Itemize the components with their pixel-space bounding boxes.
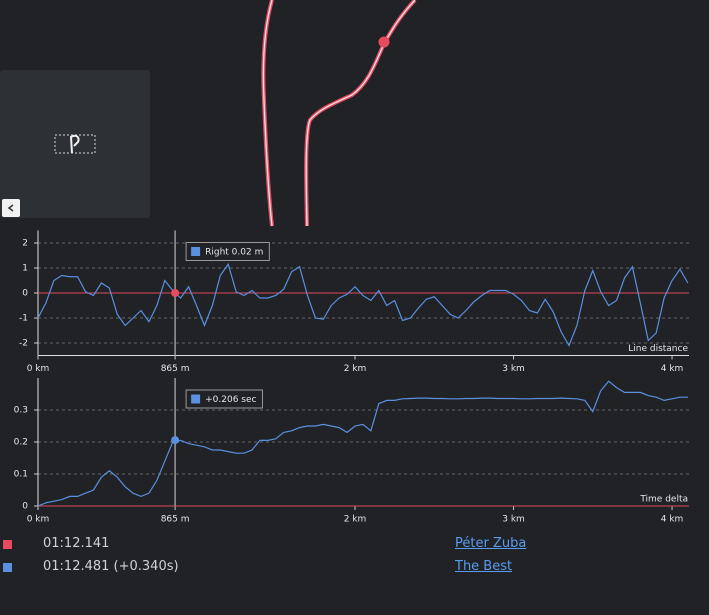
track-line	[304, 0, 417, 227]
x-tick-label: 4 km	[661, 515, 684, 525]
x-tick-label: 3 km	[502, 515, 525, 525]
tooltip-text: +0.206 sec	[205, 395, 256, 405]
minimap-track	[69, 134, 80, 154]
y-tick-label: -1	[19, 314, 28, 324]
chart-label: Line distance	[628, 344, 688, 354]
data-line	[37, 262, 689, 347]
telemetry-view: -2 -1 0 1 2 0 km 865 m 2 km 3 km 4 km Line distanc…	[0, 0, 689, 525]
track-map	[261, 0, 417, 227]
lap-color	[3, 540, 12, 549]
data-line	[37, 380, 688, 507]
track-line	[262, 0, 273, 227]
tooltip-swatch	[191, 394, 201, 404]
chart-label: Time delta	[639, 495, 688, 505]
lap-row: 01:12.481 (+0.340s) The Best	[0, 558, 709, 581]
y-tick-label: -2	[19, 339, 28, 349]
x-tick-label: 0 km	[27, 364, 50, 374]
track-line	[305, 0, 416, 227]
tooltip-swatch	[191, 247, 201, 256]
driver-link[interactable]: Péter Zuba	[455, 536, 527, 551]
tooltip: Right 0.02 m	[185, 242, 270, 261]
cursor-marker	[171, 436, 180, 445]
y-tick-label: 0.1	[14, 470, 28, 480]
collapse-button[interactable]	[2, 199, 20, 217]
cursor-marker	[171, 289, 180, 297]
tooltip: +0.206 sec	[185, 389, 263, 409]
x-tick-label: 2 km	[344, 364, 367, 374]
x-tick-label: 865 m	[161, 364, 190, 374]
chevron-icon	[7, 204, 14, 212]
y-tick-label: 0.3	[14, 406, 28, 416]
y-tick-label: 1	[22, 264, 28, 274]
lap-row: 01:12.141 Péter Zuba	[0, 535, 709, 558]
lap-list: 01:12.141 Péter Zuba 01:12.481 (+0.340s) Th…	[0, 535, 709, 581]
x-tick-label: 0 km	[27, 515, 50, 525]
lap-color	[3, 563, 12, 572]
lap-time: 01:12.481 (+0.340s)	[43, 559, 179, 574]
y-tick-label: 2	[22, 239, 28, 249]
y-tick-label: 0.2	[14, 438, 28, 448]
minimap	[0, 70, 150, 218]
y-tick-label: 0	[22, 502, 28, 512]
x-tick-label: 3 km	[502, 364, 525, 374]
car-position	[378, 36, 390, 48]
x-tick-label: 2 km	[344, 515, 367, 525]
lap-time: 01:12.141	[43, 536, 110, 551]
x-tick-label: 865 m	[161, 515, 190, 525]
tooltip-text: Right 0.02 m	[205, 248, 263, 258]
y-tick-label: 0	[22, 289, 28, 299]
driver-link[interactable]: The Best	[455, 559, 513, 574]
tooltip-box	[185, 242, 270, 261]
x-tick-label: 4 km	[661, 364, 684, 374]
tooltip-box	[185, 389, 263, 409]
